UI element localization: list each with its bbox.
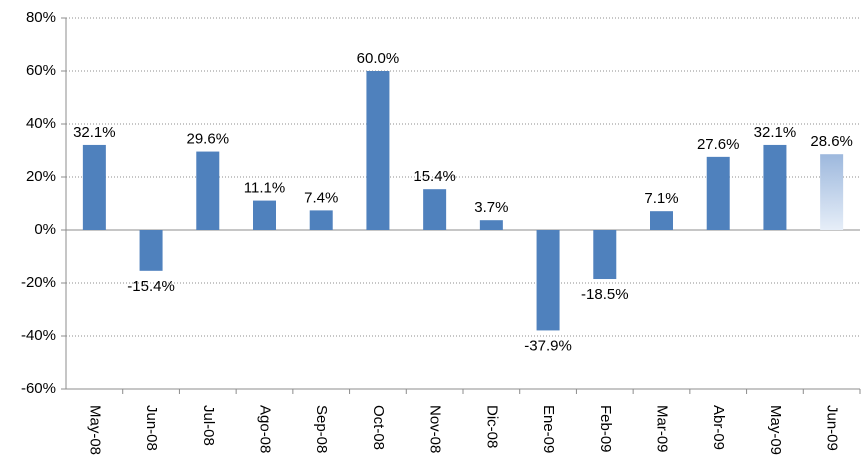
bar [253, 200, 276, 230]
bar [650, 211, 673, 230]
x-tick-label: Abr-09 [710, 405, 727, 450]
data-label: 7.4% [304, 189, 338, 206]
bar [423, 189, 447, 230]
x-tick-label: Sep-08 [313, 405, 330, 453]
bar [366, 71, 390, 230]
bar [479, 220, 503, 230]
bar [196, 151, 220, 230]
data-label: 28.6% [810, 133, 853, 150]
data-label: -37.9% [524, 337, 572, 354]
x-tick-label: Ene-09 [540, 405, 557, 453]
data-label: 11.1% [244, 180, 285, 197]
x-tick-label: Nov-08 [427, 405, 444, 453]
y-tick-label: -60% [21, 380, 56, 397]
bar [536, 230, 560, 331]
x-tick-label: May-08 [86, 405, 103, 455]
y-tick-label: -40% [21, 327, 56, 344]
data-label: 27.6% [697, 136, 740, 153]
x-tick-label: Dic-08 [483, 405, 500, 448]
bar [593, 230, 617, 280]
y-tick-label: 0% [34, 221, 56, 238]
x-tick-label: Feb-09 [597, 405, 614, 453]
x-tick-label: Jun-08 [143, 405, 160, 451]
data-label: 7.1% [644, 190, 678, 207]
data-label: 29.6% [187, 131, 230, 148]
x-tick-label: Ago-08 [257, 405, 274, 453]
y-tick-label: 40% [26, 115, 56, 132]
bar [309, 210, 333, 230]
y-tick-label: 20% [26, 168, 56, 185]
data-label: -15.4% [127, 278, 175, 295]
y-tick-label: 60% [26, 62, 56, 79]
y-tick-label: 80% [26, 9, 56, 26]
data-label: -18.5% [581, 286, 629, 303]
x-tick-label: Jul-08 [200, 405, 217, 446]
bar [820, 154, 844, 230]
data-label: 32.1% [73, 124, 116, 141]
bar [763, 144, 787, 230]
x-tick-label: Mar-09 [654, 405, 671, 453]
x-tick-label: Jun-09 [824, 405, 841, 451]
data-label: 15.4% [413, 168, 456, 185]
x-tick-label: May-09 [767, 405, 784, 455]
bar [706, 156, 730, 230]
data-label: 32.1% [754, 124, 797, 141]
bar [82, 144, 106, 230]
data-label: 60.0% [357, 50, 400, 67]
bar [139, 230, 163, 271]
x-tick-label: Oct-08 [370, 405, 387, 450]
y-tick-label: -20% [21, 274, 56, 291]
data-label: 3.7% [474, 199, 508, 216]
